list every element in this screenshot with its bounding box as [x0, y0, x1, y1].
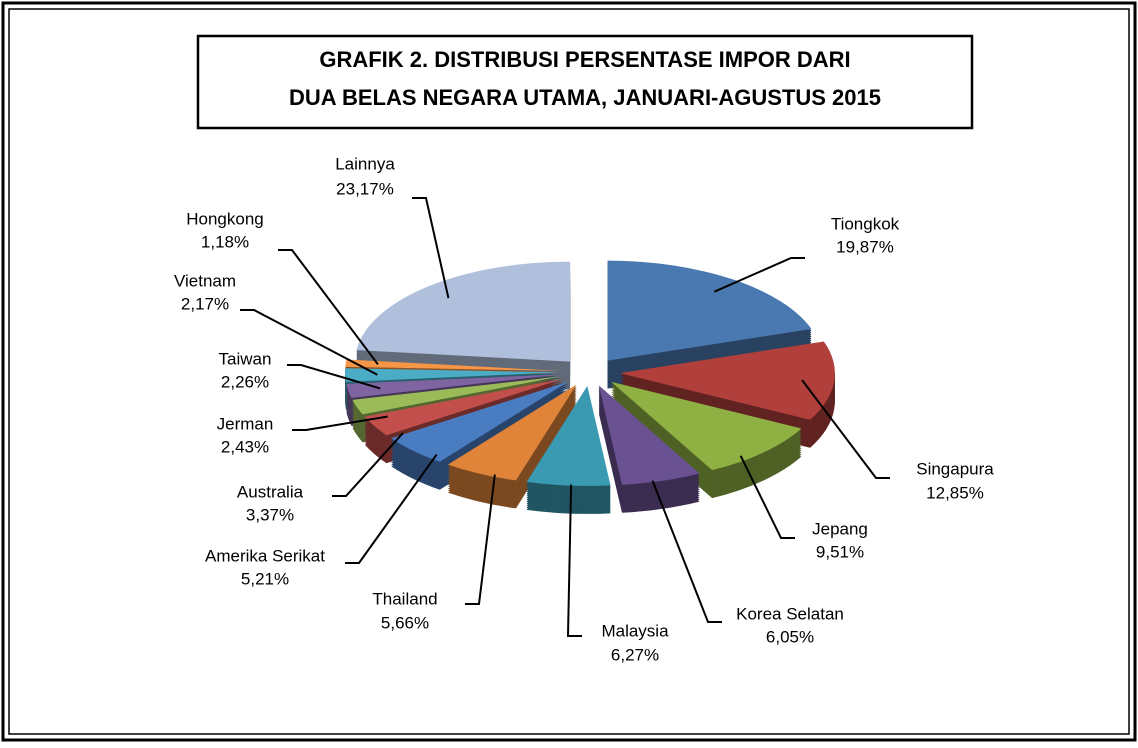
leader-line	[801, 379, 890, 479]
chart-title: DUA BELAS NEGARA UTAMA, JANUARI-AGUSTUS …	[289, 85, 881, 110]
data-label-name: Amerika Serikat	[205, 546, 325, 565]
leader-line	[278, 249, 379, 365]
leader-line	[412, 197, 450, 299]
slice	[447, 384, 577, 481]
leader-line	[713, 257, 805, 293]
slice-side	[346, 376, 561, 400]
slice	[598, 385, 700, 485]
data-label-name: Lainnya	[335, 154, 395, 173]
slice	[345, 368, 561, 382]
data-label-name: Australia	[237, 482, 304, 501]
data-label-value: 23,17%	[336, 179, 394, 198]
leader-line	[651, 480, 722, 623]
data-label-value: 19,87%	[836, 237, 894, 256]
data-label-value: 5,66%	[381, 613, 429, 632]
slice	[619, 341, 835, 420]
data-label-name: Korea Selatan	[736, 604, 844, 623]
leader-line	[287, 364, 381, 390]
data-label-value: 2,17%	[181, 294, 229, 313]
data-label-value: 6,27%	[611, 645, 659, 664]
title-box	[196, 34, 974, 130]
data-label-name: Tiongkok	[831, 214, 900, 233]
leader-line	[739, 455, 795, 539]
data-label-name: Hongkong	[186, 209, 264, 228]
chart-title: GRAFIK 2. DISTRIBUSI PERSENTASE IMPOR DA…	[319, 47, 850, 72]
leader-line	[292, 415, 388, 431]
slice	[607, 260, 812, 361]
slice	[391, 381, 569, 462]
leader-line	[465, 474, 496, 605]
data-label-value: 2,26%	[221, 372, 269, 391]
data-label-value: 3,37%	[246, 505, 294, 524]
slice	[364, 378, 564, 436]
leader-line	[345, 453, 438, 564]
data-label-value: 1,18%	[201, 232, 249, 251]
data-label-name: Taiwan	[219, 349, 272, 368]
data-label-name: Malaysia	[601, 621, 669, 640]
slice	[346, 374, 561, 398]
leader-line	[332, 432, 404, 497]
leader-line	[566, 484, 582, 637]
data-label-name: Jerman	[217, 414, 274, 433]
data-label-value: 2,43%	[221, 437, 269, 456]
data-label-value: 5,21%	[241, 569, 289, 588]
slice	[345, 359, 561, 371]
data-label-name: Singapura	[916, 459, 994, 478]
leader-line	[240, 309, 378, 376]
data-label-value: 9,51%	[816, 542, 864, 561]
slice	[352, 376, 562, 415]
data-label-value: 12,85%	[926, 483, 984, 502]
slice	[611, 381, 802, 471]
data-label-name: Thailand	[372, 589, 437, 608]
slice	[356, 261, 571, 362]
slice-side	[352, 378, 562, 417]
data-label-name: Jepang	[812, 519, 868, 538]
slice	[526, 385, 611, 486]
data-label-name: Vietnam	[174, 271, 236, 290]
inner-frame	[8, 8, 1130, 735]
data-label-value: 6,05%	[766, 627, 814, 646]
